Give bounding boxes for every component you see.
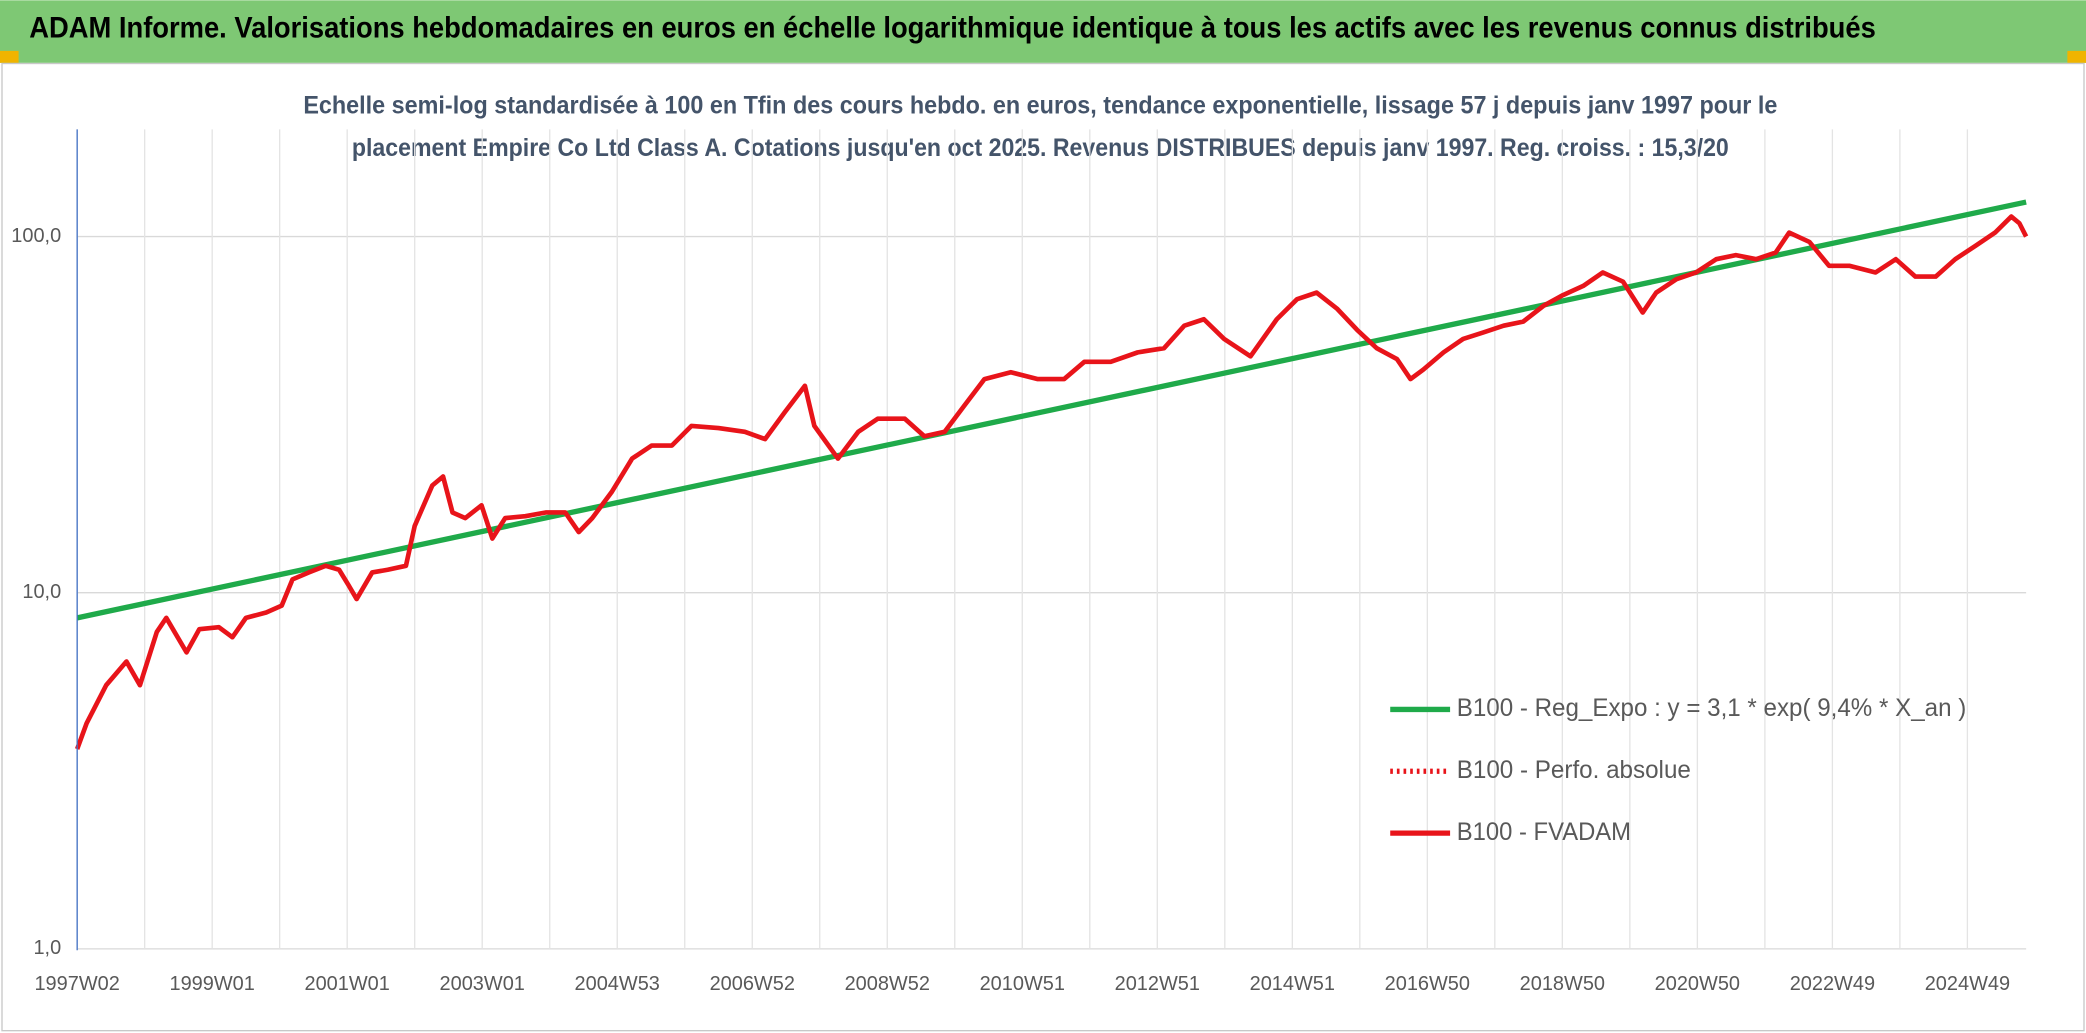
legend-label: B100 - Reg_Expo : y = 3,1 * exp( 9,4% * … <box>1457 694 1967 722</box>
x-tick-label: 2018W50 <box>1520 973 1605 995</box>
x-tick-label: 2008W52 <box>845 973 930 995</box>
header-bar <box>0 0 2086 63</box>
legend: B100 - Reg_Expo : y = 3,1 * exp( 9,4% * … <box>1390 694 1966 846</box>
x-tick-label: 2020W50 <box>1655 973 1740 995</box>
x-tick-label: 2001W01 <box>305 973 390 995</box>
y-tick-label: 1,0 <box>33 937 61 959</box>
x-tick-label: 1997W02 <box>34 973 119 995</box>
x-tick-label: 2024W49 <box>1925 973 2010 995</box>
corner-mark <box>0 50 19 63</box>
legend-label: B100 - FVADAM <box>1457 818 1631 846</box>
y-tick-label: 10,0 <box>22 581 61 603</box>
x-tick-label: 2004W53 <box>575 973 660 995</box>
grid <box>76 129 2027 950</box>
subtitle: placement Empire Co Ltd Class A. Cotatio… <box>352 134 1729 162</box>
x-tick-label: 2022W49 <box>1790 973 1875 995</box>
corner-mark <box>2067 50 2086 63</box>
series-line <box>74 214 2029 750</box>
x-tick-label: 2010W51 <box>980 973 1065 995</box>
subtitle: Echelle semi-log standardisée à 100 en T… <box>303 91 1777 119</box>
chart-title: ADAM Informe. Valorisations hebdomadaire… <box>29 12 1876 44</box>
x-tick-label: 2003W01 <box>440 973 525 995</box>
x-tick-label: 2006W52 <box>710 973 795 995</box>
plot <box>74 199 2029 750</box>
chart-frame <box>1 62 2085 1032</box>
legend-label: B100 - Perfo. absolue <box>1457 756 1691 784</box>
y-tick-label: 100,0 <box>11 225 61 247</box>
x-tick-label: 1999W01 <box>169 973 254 995</box>
x-tick-label: 2012W51 <box>1115 973 1200 995</box>
x-tick-label: 2016W50 <box>1385 973 1470 995</box>
x-tick-label: 2014W51 <box>1250 973 1335 995</box>
